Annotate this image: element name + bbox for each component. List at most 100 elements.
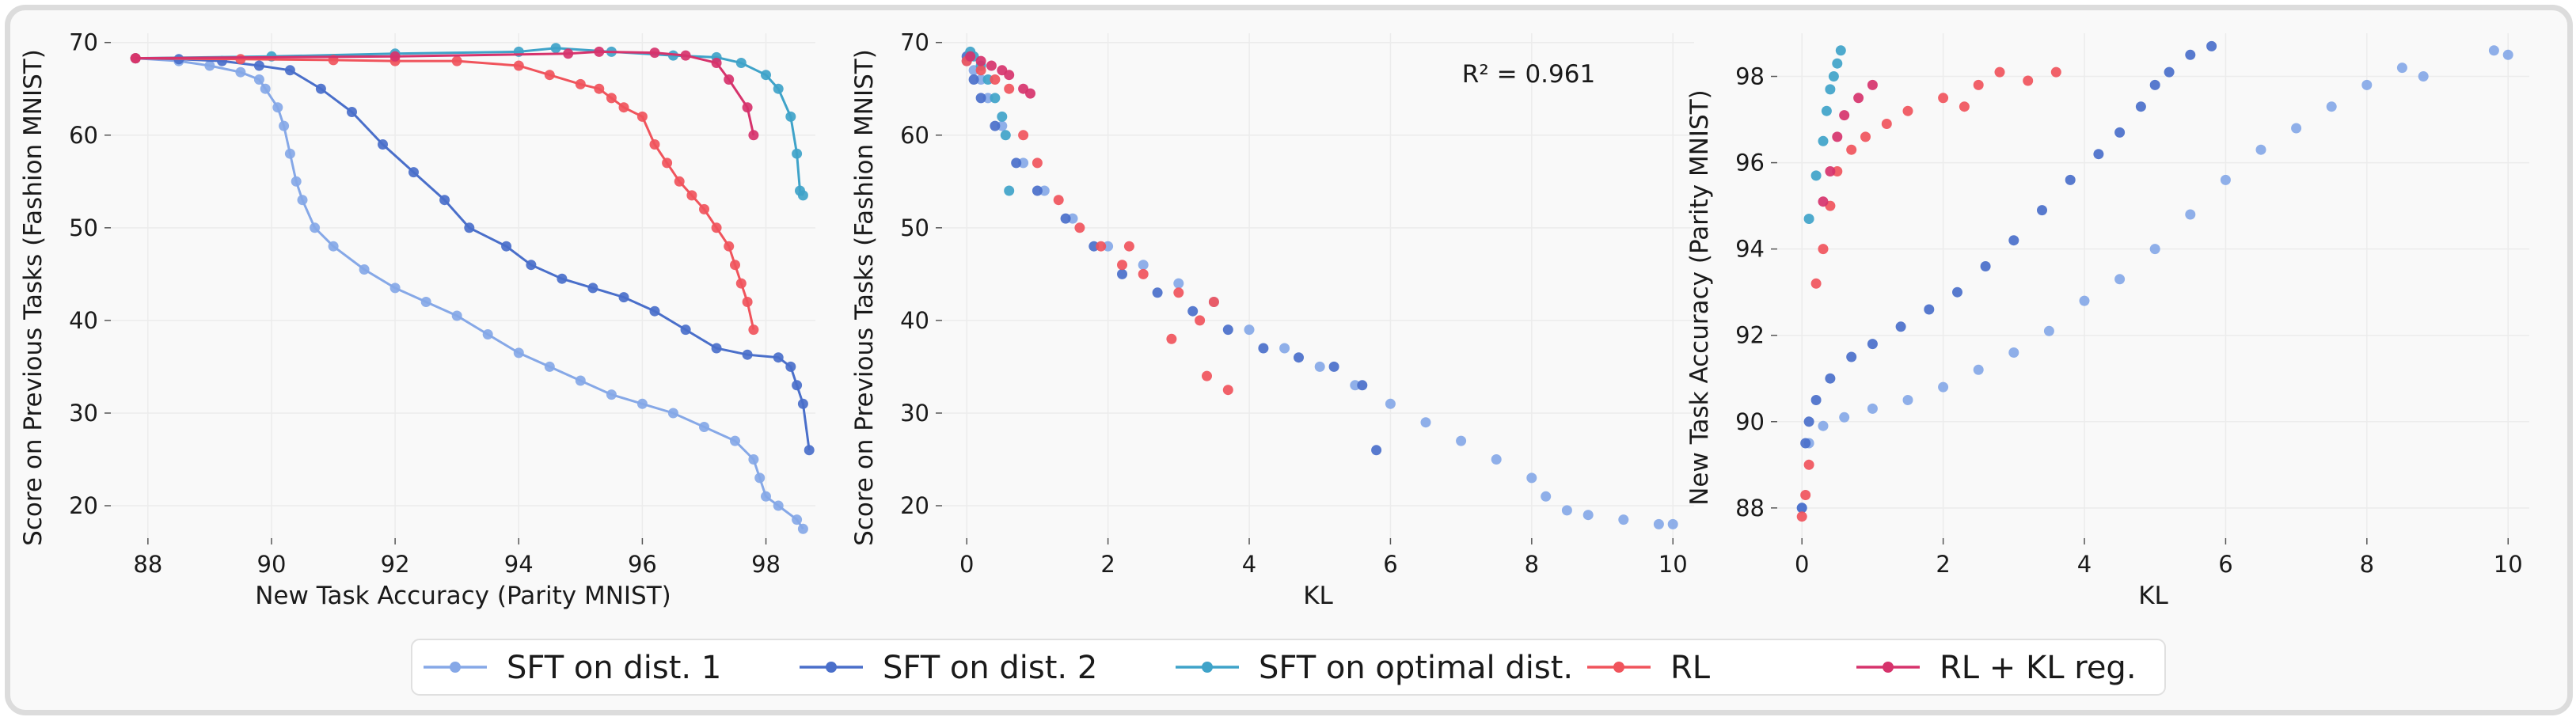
y-tick-label: 20 [900,492,929,519]
legend-label: SFT on optimal dist. [1259,650,1573,686]
data-point [986,60,997,71]
data-point [2065,174,2076,185]
data-point [1839,110,1850,121]
data-point [1187,305,1199,317]
data-point [730,260,740,271]
data-point [785,361,796,372]
data-point [1166,333,1177,344]
y-tick-label: 40 [69,307,98,334]
data-point [2093,149,2104,160]
data-point [649,305,660,317]
legend-box [411,639,2166,696]
data-point [130,53,141,64]
data-point [649,47,660,59]
data-point [2185,49,2196,60]
data-point [1902,105,1913,116]
data-point [990,93,1001,104]
data-point [482,329,493,340]
data-point [618,102,629,113]
x-tick-label: 2 [1100,551,1115,578]
data-point [464,222,475,233]
data-point [711,343,722,354]
data-point [253,74,264,85]
data-point [1810,170,1822,181]
data-point [439,195,450,206]
data-point [1618,514,1629,525]
data-point [513,60,524,71]
data-point [1924,304,1935,315]
data-point [544,361,555,372]
data-point [544,70,555,81]
data-point [748,454,759,465]
data-point [347,107,357,117]
data-point [2502,49,2513,60]
data-point [1810,395,1822,405]
data-point [1846,351,1857,362]
data-point [1828,71,1839,82]
data-point [2164,66,2175,78]
data-point [550,43,561,54]
y-tick-label: 60 [900,122,929,149]
y-tick-label: 94 [1735,236,1765,263]
data-point [606,389,617,400]
data-point [1011,157,1022,169]
x-tick-label: 8 [1525,551,1539,578]
data-point [982,74,994,85]
data-point [1004,83,1015,94]
data-point [284,65,295,76]
x-axis-label: KL [2138,582,2168,610]
data-point [501,241,512,252]
data-point [1825,166,1836,176]
data-point [1208,297,1219,307]
data-point [1994,66,2005,78]
data-point [686,190,697,201]
data-point [1825,373,1836,384]
data-point [1653,518,1664,529]
data-point [291,176,302,187]
y-tick-label: 20 [69,492,98,519]
data-point [1667,518,1678,529]
data-point [773,500,784,511]
data-point [2291,123,2302,134]
data-point [1053,195,1064,206]
data-point [1004,70,1015,81]
data-point [1973,364,1984,375]
data-point [724,241,735,252]
data-point [2361,79,2373,90]
data-point [594,46,605,57]
x-tick-label: 6 [1383,551,1397,578]
data-point [2220,174,2231,185]
data-point [1350,380,1361,391]
data-point [2326,101,2337,112]
data-point [1103,241,1114,252]
x-tick-label: 94 [504,551,534,578]
data-point [1294,352,1304,363]
x-tick-label: 6 [2218,551,2232,578]
data-point [1839,412,1850,423]
data-point [1222,385,1233,396]
data-point [662,157,673,169]
data-point [748,130,759,141]
data-point [1526,472,1537,484]
data-point [1867,79,1878,90]
data-point [1314,361,1325,372]
data-point [1803,214,1814,224]
legend: SFT on dist. 1 SFT on dist. 2 SFT on optim… [411,639,2166,696]
data-point [1582,510,1594,521]
data-point [1202,370,1212,381]
data-point [389,283,401,294]
data-point [1853,93,1864,104]
legend-label: SFT on dist. 2 [883,650,1097,686]
data-point [272,102,283,113]
data-point [1832,166,1843,176]
data-point [1117,260,1127,271]
data-point [1796,511,1807,522]
y-tick-label: 30 [69,400,98,427]
data-point [204,60,215,71]
x-tick-label: 10 [1658,551,1688,578]
data-point [792,148,803,159]
y-axis-label: Score on Previous Tasks (Fashion MNIST) [19,49,47,546]
data-point [513,347,524,358]
data-point [1803,416,1814,427]
data-point [1138,260,1149,271]
